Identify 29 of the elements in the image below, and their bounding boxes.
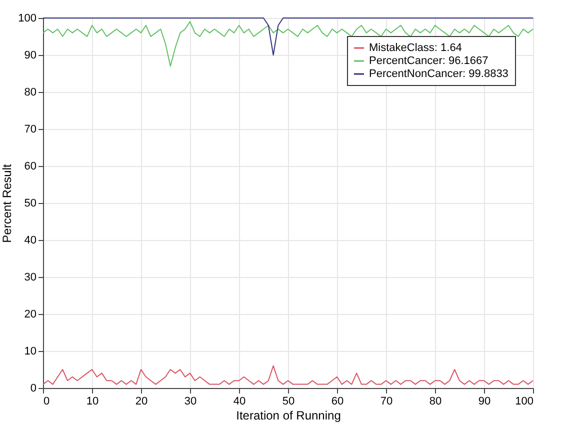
y-tick-label: 70 [24,124,36,136]
x-axis-title: Iteration of Running [236,408,341,422]
y-tick-label: 90 [24,50,36,62]
x-tick-label: 100 [515,396,534,408]
y-tick-label: 100 [18,12,36,24]
x-tick-label: 90 [478,396,491,408]
x-tick-label: 80 [429,396,442,408]
x-tick-label: 50 [282,396,295,408]
x-tick-label: 0 [44,396,50,408]
y-tick-label: 60 [24,160,36,172]
line-series [42,21,534,67]
x-tick-label: 10 [86,396,99,408]
y-tick-label: 10 [24,346,36,358]
x-tick-label: 30 [184,396,197,408]
y-tick-label: 20 [24,308,36,320]
x-tick-label: 40 [233,396,246,408]
y-tick-label: 0 [30,382,36,394]
legend-label: PercentNonCancer: 99.8833 [369,68,508,80]
y-tick-label: 80 [24,86,36,98]
line-series [42,365,534,385]
x-tick-label: 70 [380,396,393,408]
y-tick-label: 30 [24,272,36,284]
y-tick-label: 40 [24,234,36,246]
y-axis-title: Percent Result [0,163,14,243]
legend-label: PercentCancer: 96.1667 [369,55,488,67]
x-tick-label: 20 [135,396,148,408]
legend-label: MistakeClass: 1.64 [369,42,462,54]
y-tick-label: 50 [24,198,36,210]
x-tick-label: 60 [331,396,344,408]
